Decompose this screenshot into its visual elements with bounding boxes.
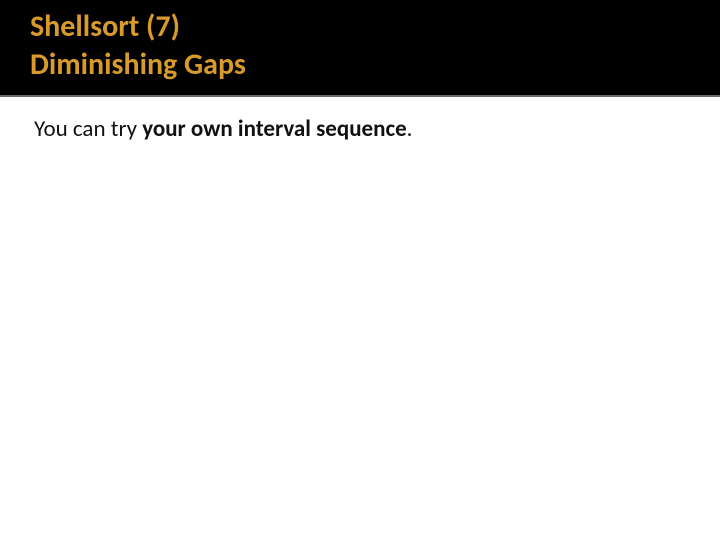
slide-body: You can try your own interval sequence. bbox=[0, 97, 720, 145]
body-text-line: You can try your own interval sequence. bbox=[34, 115, 690, 145]
body-text-bold: your own interval sequence bbox=[142, 115, 406, 143]
slide-title-line-2: Diminishing Gaps bbox=[30, 46, 720, 84]
body-text-tail: . bbox=[407, 115, 413, 143]
slide-title-line-1: Shellsort (7) bbox=[30, 8, 720, 46]
body-text-regular: You can try bbox=[34, 115, 142, 143]
slide-header: Shellsort (7) Diminishing Gaps bbox=[0, 0, 720, 97]
